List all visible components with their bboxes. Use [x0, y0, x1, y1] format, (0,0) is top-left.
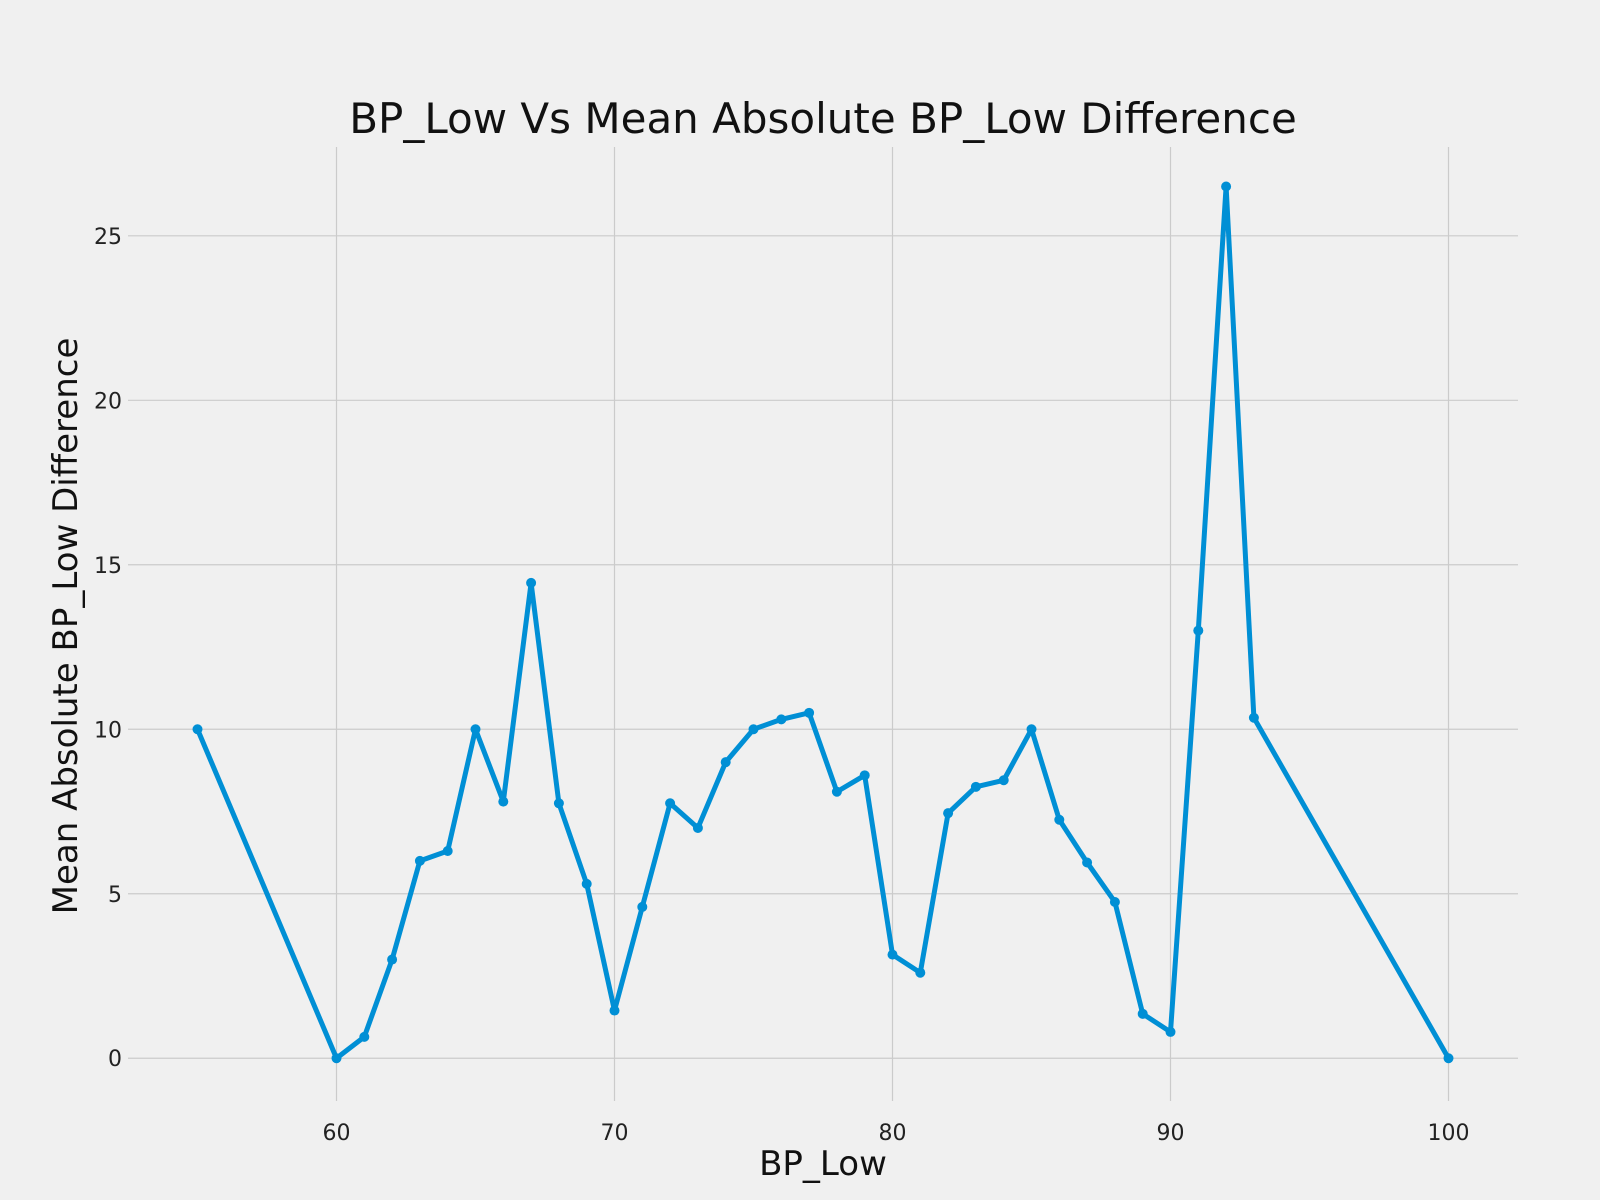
y-tick-label: 15 [94, 554, 122, 579]
series-line [195, 183, 1451, 1061]
data-point [720, 757, 731, 768]
chart-title: BP_Low Vs Mean Absolute BP_Low Differenc… [349, 94, 1297, 143]
y-tick-label: 10 [94, 718, 122, 743]
data-point [665, 798, 676, 809]
data-point [1248, 712, 1259, 723]
data-point [970, 781, 981, 792]
data-point [1137, 1008, 1148, 1019]
data-point [498, 796, 509, 807]
y-tick-label: 5 [108, 883, 122, 908]
x-tick-label: 60 [323, 1121, 351, 1146]
data-point [192, 724, 203, 735]
data-point [1082, 857, 1093, 868]
data-point [831, 786, 842, 797]
data-point [359, 1031, 370, 1042]
data-point [692, 822, 703, 833]
data-point [915, 967, 926, 978]
data-point [1221, 181, 1232, 192]
data-point [776, 714, 787, 725]
y-tick-label: 25 [94, 225, 122, 250]
grid-layer [128, 147, 1518, 1101]
data-point [887, 949, 898, 960]
x-tick-label: 80 [879, 1121, 907, 1146]
x-tick-label: 100 [1428, 1121, 1470, 1146]
data-point [387, 954, 398, 965]
y-tick-label: 0 [108, 1047, 122, 1072]
data-point [748, 724, 759, 735]
data-point [1109, 896, 1120, 907]
data-point [1054, 814, 1065, 825]
data-point [553, 798, 564, 809]
data-point [331, 1053, 342, 1064]
data-point [998, 775, 1009, 786]
data-point [943, 808, 954, 819]
x-tick-label: 70 [601, 1121, 629, 1146]
x-axis-label: BP_Low [759, 1144, 887, 1184]
y-axis-label: Mean Absolute BP_Low Difference [46, 338, 86, 915]
data-point [442, 845, 453, 856]
data-point [470, 724, 481, 735]
data-point [1443, 1053, 1454, 1064]
data-point [414, 855, 425, 866]
data-point [859, 770, 870, 781]
data-point [637, 901, 648, 912]
data-point [609, 1005, 620, 1016]
tick-layer: 60 70 80 90 100 0 5 10 15 20 25 [94, 225, 1470, 1146]
data-point [1193, 625, 1204, 636]
data-point [526, 577, 537, 588]
y-tick-label: 20 [94, 389, 122, 414]
series-layer [192, 181, 1454, 1064]
data-point [804, 707, 815, 718]
data-point [1165, 1026, 1176, 1037]
x-tick-label: 90 [1157, 1121, 1185, 1146]
data-point [581, 878, 592, 889]
data-point [1026, 724, 1037, 735]
